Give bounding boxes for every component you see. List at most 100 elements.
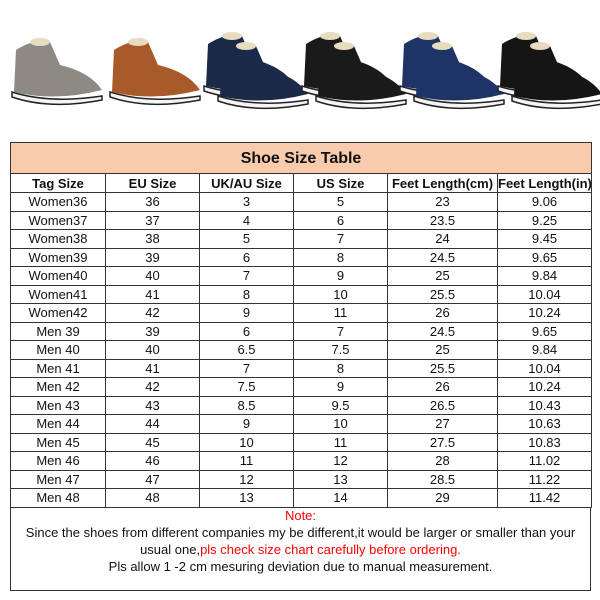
table-cell: 10.43 (496, 395, 593, 415)
table-row: Women38 38 5 7 24 9.45 (10, 229, 593, 249)
table-cell: 9 (199, 414, 294, 434)
table-row: Women39 39 6 8 24.5 9.65 (10, 247, 593, 267)
table-cell: 36 (105, 192, 200, 212)
table-cell: 10.24 (496, 377, 593, 397)
shoe-image-navy (203, 32, 309, 110)
table-cell: 12 (199, 469, 294, 489)
shoe-image-blue (399, 32, 505, 110)
table-cell: 9.84 (496, 340, 593, 360)
table-cell: 14 (293, 488, 388, 508)
table-row: Men 43 43 8.5 9.5 26.5 10.43 (10, 395, 593, 415)
note-line-3: Pls allow 1 -2 cm mesuring deviation due… (108, 559, 493, 574)
table-cell: 48 (105, 488, 200, 508)
shoe-size-table: Shoe Size Table Tag Size EU Size UK/AU Siz… (9, 142, 593, 508)
table-cell: 7 (293, 321, 388, 341)
note-line-2: usual one,pls check size chart carefully… (11, 541, 590, 558)
table-cell: Women38 (10, 229, 106, 249)
table-cell: 42 (105, 377, 200, 397)
table-cell: 25 (387, 266, 498, 286)
table-cell: Men 46 (10, 451, 106, 471)
table-cell: 41 (105, 284, 200, 304)
table-cell: Men 47 (10, 469, 106, 489)
table-cell: 25.5 (387, 358, 498, 378)
table-row: Women36 36 3 5 23 9.06 (10, 192, 593, 212)
table-cell: 39 (105, 321, 200, 341)
table-cell: 11 (293, 303, 388, 323)
table-cell: 23.5 (387, 210, 498, 230)
table-cell: 10 (293, 414, 388, 434)
table-cell: 40 (105, 340, 200, 360)
table-cell: 7.5 (199, 377, 294, 397)
table-cell: 7 (293, 229, 388, 249)
table-cell: 11 (199, 451, 294, 471)
table-row: Women37 37 4 6 23.5 9.25 (10, 210, 593, 230)
table-cell: Men 44 (10, 414, 106, 434)
table-cell: 24 (387, 229, 498, 249)
table-cell: 46 (105, 451, 200, 471)
table-cell: 13 (199, 488, 294, 508)
table-cell: 11.02 (496, 451, 593, 471)
column-header: Feet Length(cm) (387, 173, 498, 193)
table-cell: 9.65 (496, 247, 593, 267)
table-cell: 26 (387, 303, 498, 323)
table-cell: Men 45 (10, 432, 106, 452)
table-cell: 13 (293, 469, 388, 489)
table-cell: 25 (387, 340, 498, 360)
table-header-row: Tag Size EU Size UK/AU Size US Size Feet Len… (10, 173, 593, 193)
table-cell: 5 (293, 192, 388, 212)
table-row: Men 41 41 7 8 25.5 10.04 (10, 358, 593, 378)
table-cell: 11 (293, 432, 388, 452)
column-header: US Size (293, 173, 388, 193)
table-cell: Men 41 (10, 358, 106, 378)
table-cell: 40 (105, 266, 200, 286)
table-title: Shoe Size Table (9, 142, 593, 174)
table-row: Men 44 44 9 10 27 10.63 (10, 414, 593, 434)
table-cell: 23 (387, 192, 498, 212)
table-cell: Women42 (10, 303, 106, 323)
table-cell: 8.5 (199, 395, 294, 415)
table-cell: 29 (387, 488, 498, 508)
column-header: Tag Size (10, 173, 106, 193)
table-cell: 28 (387, 451, 498, 471)
table-cell: 3 (199, 192, 294, 212)
table-cell: 4 (199, 210, 294, 230)
table-cell: 43 (105, 395, 200, 415)
product-shoe-images (11, 32, 600, 110)
table-cell: 9.84 (496, 266, 593, 286)
table-row: Men 47 47 12 13 28.5 11.22 (10, 469, 593, 489)
table-cell: 39 (105, 247, 200, 267)
table-row: Men 40 40 6.5 7.5 25 9.84 (10, 340, 593, 360)
note-box: Note: Since the shoes from different com… (10, 507, 591, 591)
column-header: EU Size (105, 173, 200, 193)
table-cell: 9.25 (496, 210, 593, 230)
shoe-image-brown (109, 38, 201, 106)
table-cell: 45 (105, 432, 200, 452)
table-cell: 10.83 (496, 432, 593, 452)
table-cell: 7 (199, 266, 294, 286)
table-cell: Women37 (10, 210, 106, 230)
table-cell: Women41 (10, 284, 106, 304)
table-row: Men 45 45 10 11 27.5 10.83 (10, 432, 593, 452)
table-cell: 6.5 (199, 340, 294, 360)
table-row: Women42 42 9 11 26 10.24 (10, 303, 593, 323)
table-cell: 8 (293, 247, 388, 267)
table-cell: 6 (199, 321, 294, 341)
table-row: Men 46 46 11 12 28 11.02 (10, 451, 593, 471)
table-cell: 38 (105, 229, 200, 249)
table-cell: 10 (199, 432, 294, 452)
table-cell: 11.22 (496, 469, 593, 489)
table-cell: 10.63 (496, 414, 593, 434)
table-cell: Men 42 (10, 377, 106, 397)
table-cell: 42 (105, 303, 200, 323)
table-cell: 11.42 (496, 488, 593, 508)
table-cell: 8 (293, 358, 388, 378)
table-cell: 25.5 (387, 284, 498, 304)
table-cell: 28.5 (387, 469, 498, 489)
shoe-image-black (301, 32, 407, 110)
table-cell: 10.04 (496, 284, 593, 304)
table-cell: 26 (387, 377, 498, 397)
column-header: UK/AU Size (199, 173, 294, 193)
column-header: Feet Length(in) (496, 173, 593, 193)
table-cell: 10.04 (496, 358, 593, 378)
table-cell: 24.5 (387, 247, 498, 267)
